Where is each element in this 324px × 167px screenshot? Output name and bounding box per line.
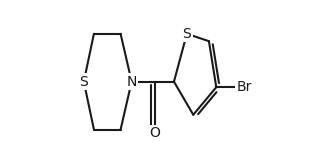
Text: Br: Br bbox=[236, 80, 251, 94]
Text: S: S bbox=[182, 27, 191, 41]
Text: O: O bbox=[149, 126, 160, 140]
Text: S: S bbox=[79, 75, 88, 89]
Text: N: N bbox=[126, 75, 137, 89]
